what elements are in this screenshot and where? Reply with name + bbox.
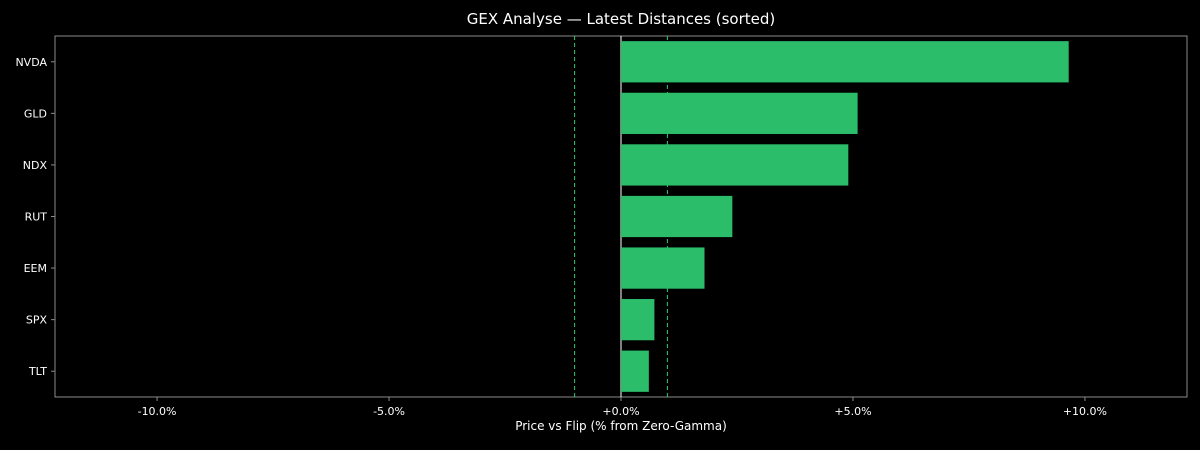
bar-rut <box>621 195 733 238</box>
bar-group <box>621 41 1069 392</box>
bar-tlt <box>621 350 649 392</box>
bar-ndx <box>621 144 849 186</box>
y-tick-label-ndx: NDX <box>23 159 48 172</box>
y-tick-label-spx: SPX <box>26 314 48 327</box>
x-tick-label: +10.0% <box>1063 405 1107 418</box>
x-axis-ticks: -10.0% -5.0% +0.0% +5.0% +10.0% <box>138 397 1107 418</box>
x-tick-label: -5.0% <box>373 405 405 418</box>
y-tick-label-tlt: TLT <box>28 365 47 378</box>
bar-gld <box>621 92 858 134</box>
bar-eem <box>621 247 705 289</box>
y-tick-label-nvda: NVDA <box>15 56 47 69</box>
y-axis-ticks: NVDA GLD NDX RUT EEM SPX TLT <box>15 56 55 378</box>
x-tick-label: +5.0% <box>834 405 871 418</box>
y-tick-label-eem: EEM <box>24 262 47 275</box>
x-axis-label: Price vs Flip (% from Zero-Gamma) <box>515 419 727 433</box>
bar-spx <box>621 299 655 341</box>
y-tick-label-rut: RUT <box>25 211 48 224</box>
x-tick-label: +0.0% <box>602 405 639 418</box>
y-tick-label-gld: GLD <box>24 107 47 120</box>
x-tick-label: -10.0% <box>138 405 177 418</box>
chart-title: GEX Analyse — Latest Distances (sorted) <box>467 10 776 28</box>
bar-nvda <box>621 41 1069 83</box>
